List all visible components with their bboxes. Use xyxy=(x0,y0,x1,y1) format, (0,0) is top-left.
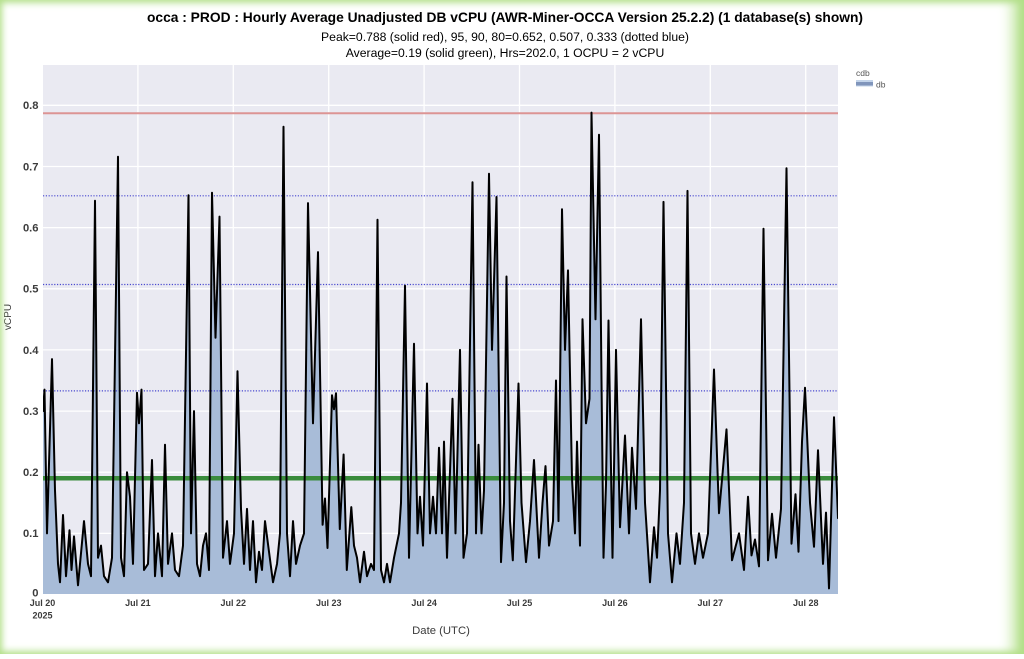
svg-text:0.3: 0.3 xyxy=(23,406,39,418)
svg-text:Jul 20: Jul 20 xyxy=(30,598,56,608)
svg-text:Jul 27: Jul 27 xyxy=(698,598,724,608)
svg-text:vCPU: vCPU xyxy=(3,304,14,330)
svg-text:Jul 25: Jul 25 xyxy=(507,598,533,608)
svg-text:Jul 23: Jul 23 xyxy=(316,598,342,608)
svg-text:Peak=0.788 (solid red), 95, 90: Peak=0.788 (solid red), 95, 90, 80=0.652… xyxy=(321,30,689,44)
svg-text:Jul 28: Jul 28 xyxy=(793,598,819,608)
svg-text:0.4: 0.4 xyxy=(23,345,39,357)
svg-text:0: 0 xyxy=(32,588,38,600)
svg-text:0.8: 0.8 xyxy=(23,100,39,112)
svg-text:Jul 24: Jul 24 xyxy=(411,598,437,608)
svg-text:0.5: 0.5 xyxy=(23,284,39,296)
svg-text:0.2: 0.2 xyxy=(23,467,39,479)
svg-text:0.6: 0.6 xyxy=(23,223,39,235)
svg-text:cdb: cdb xyxy=(856,68,870,78)
svg-text:0.7: 0.7 xyxy=(23,161,39,173)
svg-text:Average=0.19 (solid green), Hr: Average=0.19 (solid green), Hrs=202.0, 1… xyxy=(346,46,665,60)
svg-text:occa : PROD : Hourly Average U: occa : PROD : Hourly Average Unadjusted … xyxy=(147,10,863,25)
svg-text:Jul 21: Jul 21 xyxy=(125,598,151,608)
svg-text:Jul 26: Jul 26 xyxy=(602,598,628,608)
svg-text:Date (UTC): Date (UTC) xyxy=(412,625,470,637)
svg-text:2025: 2025 xyxy=(32,611,52,621)
svg-text:Jul 22: Jul 22 xyxy=(221,598,247,608)
svg-text:db: db xyxy=(876,80,886,90)
svg-text:0.1: 0.1 xyxy=(23,528,39,540)
